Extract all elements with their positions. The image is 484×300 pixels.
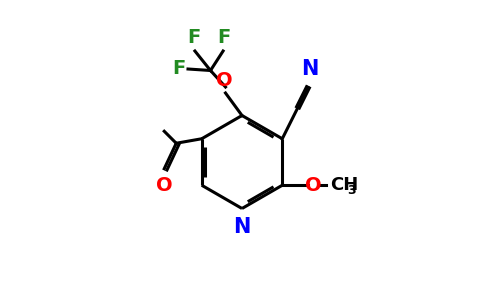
Text: N: N: [302, 59, 319, 79]
Text: F: F: [217, 28, 230, 47]
Text: F: F: [188, 28, 201, 47]
Text: CH: CH: [330, 176, 358, 194]
Text: O: O: [216, 71, 232, 90]
Text: F: F: [172, 59, 185, 79]
Text: O: O: [305, 176, 321, 195]
Text: O: O: [156, 176, 172, 195]
Text: 3: 3: [347, 184, 355, 196]
Text: N: N: [233, 217, 251, 237]
